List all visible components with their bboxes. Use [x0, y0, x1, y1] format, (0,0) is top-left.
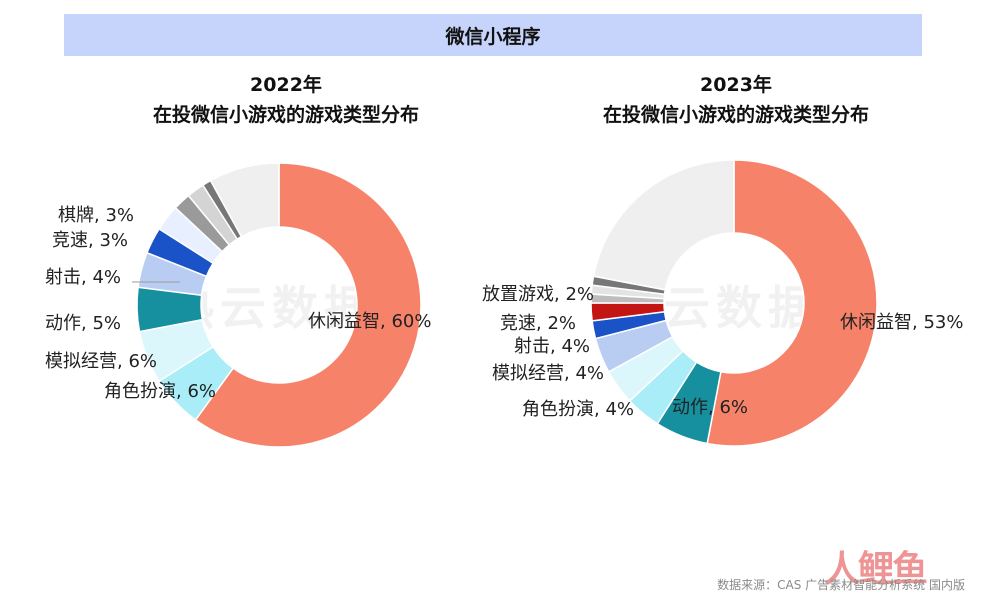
- chart-subtitle: 在投微信小游戏的游戏类型分布: [602, 104, 869, 126]
- donut-slice-other: [209, 162, 280, 238]
- chart-year: 2022年: [250, 74, 322, 96]
- slice-label: 竞速, 3%: [52, 230, 128, 251]
- slice-label: 休闲益智, 53%: [840, 312, 963, 333]
- slice-label: 放置游戏, 2%: [482, 284, 594, 305]
- chart-year: 2023年: [700, 74, 772, 96]
- donut-slice-other: [592, 159, 735, 291]
- slice-label: 模拟经营, 4%: [492, 363, 604, 384]
- slice-label: 角色扮演, 4%: [522, 399, 634, 420]
- slice-label: 射击, 4%: [514, 336, 590, 357]
- slice-label: 射击, 4%: [45, 267, 121, 288]
- slice-label: 棋牌, 3%: [58, 205, 134, 226]
- banner-title: 微信小程序: [445, 25, 541, 48]
- chart-subtitle: 在投微信小游戏的游戏类型分布: [152, 104, 419, 126]
- slice-label: 休闲益智, 60%: [308, 311, 431, 332]
- slice-label: 模拟经营, 6%: [45, 351, 157, 372]
- donut-chart-1: 休闲益智, 53% 动作, 6% 角色扮演, 4% 模拟经营, 4% 射击, 4%竞速,…: [482, 159, 963, 447]
- slice-label: 角色扮演, 6%: [104, 381, 216, 402]
- slice-label: 竞速, 2%: [500, 313, 576, 334]
- section-banner: 微信小程序: [64, 14, 922, 56]
- donut-chart-0: 休闲益智, 60% 角色扮演, 6% 模拟经营, 6% 动作, 5% 射击, 4% 竞速,…: [45, 162, 431, 448]
- logo: 人鲤鱼: [824, 549, 928, 590]
- chart-title-2023: 2023年 在投微信小游戏的游戏类型分布: [536, 70, 936, 130]
- slice-label: 动作, 6%: [672, 397, 748, 418]
- source-note: 数据来源：CAS 广告素材智能分析系统 国内版: [717, 578, 965, 592]
- donut-slice-休闲益智: [706, 159, 878, 447]
- chart-title-2022: 2022年 在投微信小游戏的游戏类型分布: [86, 70, 486, 130]
- slice-label: 动作, 5%: [45, 313, 121, 334]
- donut-slice-休闲益智: [194, 162, 422, 448]
